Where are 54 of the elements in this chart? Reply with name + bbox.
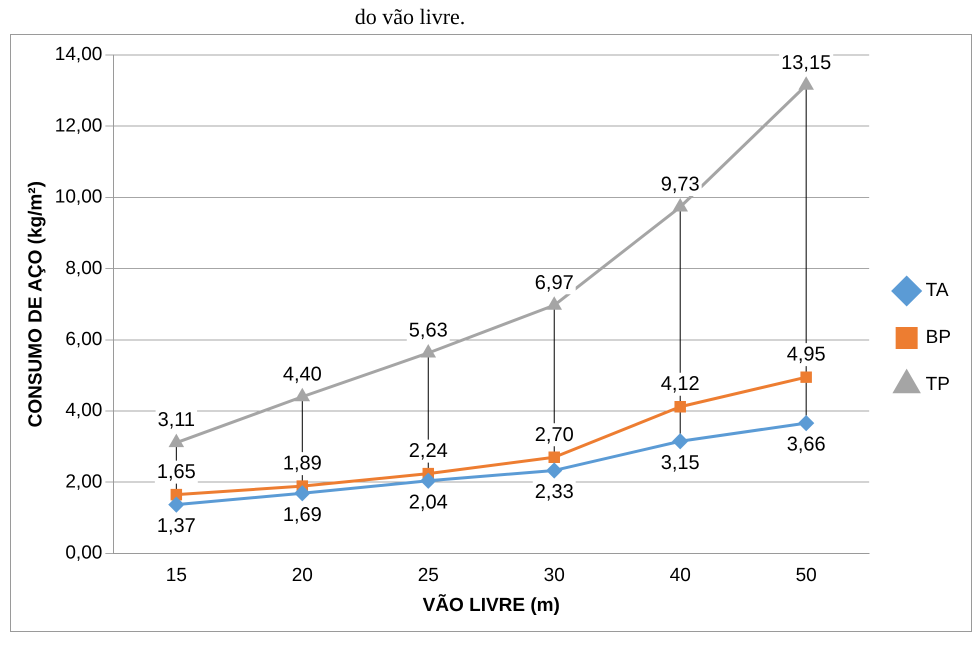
chart-title: do vão livre. <box>354 4 466 30</box>
data-label: 1,89 <box>282 452 322 475</box>
point <box>168 497 184 512</box>
y-tick-label: 10,00 <box>54 186 102 208</box>
data-label: 3,66 <box>786 434 826 456</box>
x-tick-label: 15 <box>166 565 187 586</box>
x-axis-title: VÃO LIVRE (m) <box>422 594 560 616</box>
data-label: 13,15 <box>781 52 832 74</box>
point <box>170 435 184 448</box>
data-label: 4,95 <box>786 344 826 366</box>
point <box>170 488 182 500</box>
point <box>296 389 309 402</box>
data-label: 2,04 <box>408 491 448 514</box>
data-label: 5,63 <box>408 319 448 342</box>
y-tick-label: 4,00 <box>65 400 102 422</box>
data-label: 2,33 <box>534 480 574 503</box>
legend-label: TA <box>926 280 949 302</box>
data-label: 3,11 <box>158 409 196 432</box>
y-tick-label: 8,00 <box>65 258 102 279</box>
point <box>422 345 435 358</box>
data-label: 4,40 <box>282 363 322 386</box>
data-label: 2,70 <box>534 424 574 446</box>
data-label: 4,12 <box>660 373 700 396</box>
data-label: 9,73 <box>660 174 700 196</box>
point <box>799 78 813 90</box>
x-tick-label: 25 <box>418 565 439 586</box>
point <box>800 371 812 383</box>
point <box>674 400 686 412</box>
y-tick-label: 14,00 <box>54 44 102 66</box>
y-tick-label: 12,00 <box>54 115 102 136</box>
x-tick-label: 50 <box>796 565 817 586</box>
data-label: 1,69 <box>282 504 322 526</box>
data-label: 6,97 <box>534 272 574 294</box>
y-tick-label: 6,00 <box>65 329 102 350</box>
point <box>294 486 310 501</box>
point <box>798 416 814 431</box>
x-tick-label: 40 <box>670 565 691 586</box>
data-label: 2,24 <box>408 440 448 462</box>
y-tick-label: 2,00 <box>65 471 102 492</box>
data-label: 3,15 <box>660 452 700 474</box>
data-label: 1,37 <box>156 515 196 538</box>
point <box>548 452 560 464</box>
legend-label: TP <box>926 374 950 396</box>
x-tick-label: 30 <box>544 565 565 586</box>
y-axis-title: CONSUMO DE AÇO (kg/m²) <box>26 181 47 428</box>
data-label: 1,65 <box>156 461 196 484</box>
point <box>674 200 687 212</box>
legend-label: BP <box>926 327 952 348</box>
y-tick-label: 0,00 <box>65 542 102 564</box>
point <box>548 298 561 310</box>
point <box>672 434 688 449</box>
point <box>420 473 436 488</box>
point <box>546 462 562 478</box>
x-tick-label: 20 <box>292 565 313 586</box>
